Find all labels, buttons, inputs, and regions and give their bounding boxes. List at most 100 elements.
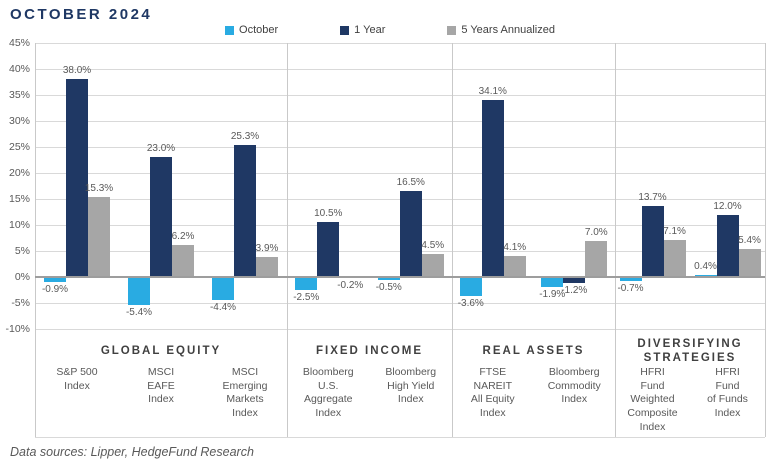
- y-axis-tick: 0%: [14, 271, 30, 283]
- bar-1-year: [317, 222, 340, 277]
- bar-value-label: -2.5%: [293, 292, 320, 303]
- bar-value-label: -0.2%: [337, 280, 364, 292]
- index-label: HFRI Fund of Funds Index: [707, 366, 748, 420]
- y-axis-tick: 5%: [14, 245, 30, 257]
- bar-october: [541, 277, 564, 287]
- y-axis-tick: 30%: [8, 115, 30, 127]
- y-axis-tick: 45%: [8, 37, 30, 49]
- chart-legend: October 1 Year 5 Years Annualized: [0, 24, 780, 36]
- gridline: [35, 95, 765, 96]
- bar-5-years-annualized: [738, 248, 761, 277]
- bar-value-label: 34.1%: [478, 85, 507, 97]
- bar-october: [694, 274, 717, 277]
- bar-value-label: 3.9%: [255, 242, 279, 254]
- index-label: HFRI Fund Weighted Composite Index: [627, 366, 678, 433]
- bar-1-year: [399, 191, 422, 277]
- bar-october: [377, 277, 400, 280]
- group-divider: [35, 43, 36, 437]
- index-label: Bloomberg High Yield Index: [385, 366, 437, 406]
- bar-value-label: 12.0%: [713, 200, 742, 212]
- y-axis-tick: 35%: [8, 89, 30, 101]
- bar-5-years-annualized: [172, 244, 194, 277]
- group-divider: [287, 43, 288, 437]
- bar-5-years-annualized: [503, 255, 526, 277]
- bar-1-year: [481, 99, 504, 277]
- bar-1-year: [563, 277, 586, 284]
- legend-label: 1 Year: [354, 24, 386, 36]
- index-label: S&P 500 Index: [56, 366, 98, 392]
- bar-value-label: 4.1%: [503, 241, 527, 253]
- y-axis-tick: 15%: [8, 193, 30, 205]
- legend-label: 5 Years Annualized: [461, 24, 555, 36]
- y-axis-tick: 20%: [8, 167, 30, 179]
- legend-swatch-icon: [225, 25, 235, 35]
- bar-value-label: 15.3%: [84, 183, 114, 195]
- bar-value-label: -0.9%: [41, 283, 69, 295]
- group-header-label: GLOBAL EQUITY: [100, 345, 222, 357]
- gridline: [35, 303, 765, 304]
- bar-value-label: 38.0%: [62, 65, 92, 77]
- bar-october: [459, 277, 482, 296]
- bar-value-label: -3.6%: [457, 297, 484, 309]
- bar-value-label: 4.5%: [421, 239, 445, 251]
- bar-5-years-annualized: [256, 256, 278, 277]
- bar-1-year: [66, 79, 88, 277]
- bar-value-label: -1.2%: [561, 285, 588, 297]
- bar-1-year: [234, 145, 256, 277]
- bar-1-year: [641, 205, 664, 277]
- gridline: [35, 69, 765, 70]
- group-header: FIXED INCOME: [287, 336, 452, 366]
- legend-item: 5 Years Annualized: [447, 24, 555, 36]
- gridline: [35, 121, 765, 122]
- index-label: Bloomberg Commodity Index: [547, 366, 601, 406]
- gridline: [35, 329, 765, 330]
- group-divider: [452, 43, 453, 437]
- legend-label: October: [239, 24, 279, 36]
- bar-value-label: -0.7%: [617, 282, 644, 294]
- bar-value-label: 13.7%: [638, 191, 667, 203]
- legend-swatch-icon: [340, 25, 350, 35]
- bar-value-label: 25.3%: [230, 131, 260, 143]
- y-axis-tick: -5%: [11, 297, 30, 309]
- legend-swatch-icon: [447, 25, 457, 35]
- bar-october: [128, 277, 150, 306]
- group-divider: [765, 43, 766, 437]
- group-header-label: FIXED INCOME: [315, 345, 424, 357]
- group-divider: [615, 43, 616, 437]
- label-area-bottom-border: [35, 437, 765, 438]
- page-title: OCTOBER 2024: [10, 6, 153, 23]
- y-axis-tick: 25%: [8, 141, 30, 153]
- index-label: Bloomberg U.S. Aggregate Index: [302, 366, 354, 420]
- bar-value-label: -5.4%: [125, 307, 153, 319]
- index-label: FTSE NAREIT All Equity Index: [470, 366, 515, 420]
- bar-october: [212, 277, 234, 300]
- group-header: DIVERSIFYING STRATEGIES: [615, 336, 765, 366]
- bar-1-year: [716, 214, 739, 277]
- bar-value-label: 16.5%: [396, 177, 425, 189]
- bar-value-label: 5.4%: [738, 234, 761, 246]
- bar-5-years-annualized: [585, 240, 608, 277]
- bar-5-years-annualized: [88, 197, 110, 277]
- y-axis-tick: -10%: [5, 323, 30, 335]
- gridline: [35, 147, 765, 148]
- bar-value-label: 23.0%: [146, 143, 176, 155]
- bar-value-label: 10.5%: [314, 208, 343, 220]
- index-label: MSCI Emerging Markets Index: [222, 366, 268, 420]
- index-label: MSCI EAFE Index: [147, 366, 175, 406]
- group-header: REAL ASSETS: [452, 336, 615, 366]
- legend-item: 1 Year: [340, 24, 385, 36]
- group-header-label: DIVERSIFYING STRATEGIES: [637, 338, 743, 364]
- group-header: GLOBAL EQUITY: [35, 336, 287, 366]
- bar-5-years-annualized: [421, 253, 444, 277]
- gridline: [35, 43, 765, 44]
- bar-5-years-annualized: [663, 240, 686, 277]
- bar-october: [295, 277, 318, 290]
- bar-value-label: -1.9%: [539, 288, 566, 300]
- gridline: [35, 173, 765, 174]
- bar-value-label: 6.2%: [171, 230, 195, 242]
- bar-value-label: -0.5%: [375, 281, 402, 293]
- group-header-label: REAL ASSETS: [482, 345, 585, 357]
- legend-item: October: [225, 24, 278, 36]
- bar-value-label: 0.4%: [694, 260, 717, 272]
